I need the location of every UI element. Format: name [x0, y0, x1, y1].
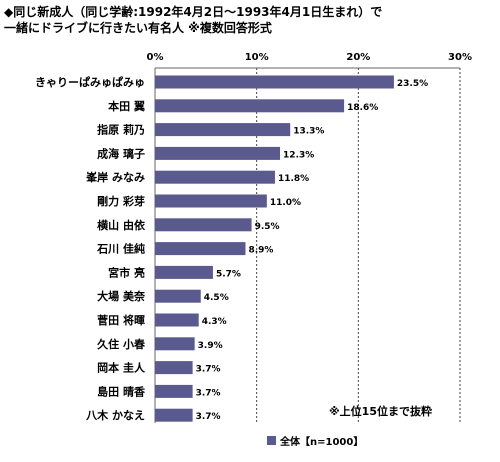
chart-title: ◆同じ新成人（同じ学齢:1992年4月2日～1993年4月1日生まれ）で 一緒に… [4, 5, 383, 35]
bar [155, 408, 193, 422]
data-label: 8.9% [248, 246, 273, 256]
bar [155, 123, 291, 137]
category-label: 大場 美奈 [97, 289, 146, 303]
category-label: 石川 佳純 [96, 242, 145, 256]
data-label: 3.7% [196, 365, 221, 375]
data-label: 3.9% [198, 341, 223, 351]
category-label: 島田 晴香 [97, 384, 146, 398]
x-tick-label: 20% [346, 52, 370, 63]
data-label: 4.3% [202, 317, 227, 327]
bar [155, 265, 213, 279]
data-label: 5.7% [216, 269, 241, 279]
category-label: 菅田 将暉 [97, 313, 145, 327]
bar [155, 75, 394, 89]
category-label: 八木 かなえ [85, 408, 145, 422]
category-label: きゃりーぱみゅぱみゅ [35, 75, 145, 89]
data-label: 11.0% [270, 198, 301, 208]
bar [155, 99, 345, 113]
data-label: 3.7% [196, 388, 221, 398]
category-label: 岡本 圭人 [97, 361, 146, 375]
bar [155, 313, 199, 327]
bar [155, 361, 193, 375]
bar [155, 337, 195, 351]
category-label: 成海 璃子 [97, 146, 145, 160]
category-label: 横山 由依 [97, 218, 146, 232]
data-label: 4.5% [204, 293, 229, 303]
legend-label: 全体【n=1000】 [279, 435, 363, 448]
category-label: 指原 莉乃 [97, 123, 145, 137]
category-label: 久住 小春 [97, 337, 146, 351]
data-label: 3.7% [196, 412, 221, 422]
data-label: 18.6% [347, 103, 378, 113]
x-tick-label: 10% [245, 52, 269, 63]
bar [155, 146, 281, 160]
category-label: 剛力 彩芽 [97, 194, 145, 208]
data-label: 13.3% [293, 127, 324, 137]
x-tick-label: 0% [147, 52, 164, 63]
data-label: 23.5% [397, 79, 428, 89]
bar [155, 170, 275, 184]
legend-swatch [267, 436, 276, 445]
category-label: 峯岸 みなみ [85, 170, 145, 184]
bar [155, 242, 246, 256]
category-label: 宮市 亮 [108, 265, 145, 279]
data-label: 12.3% [283, 150, 314, 160]
bar [155, 218, 252, 232]
bar [155, 289, 201, 303]
category-label: 本田 翼 [108, 99, 145, 113]
bar [155, 384, 193, 398]
bar [155, 194, 267, 208]
x-tick-label: 30% [448, 52, 472, 63]
data-label: 11.8% [278, 174, 309, 184]
data-label: 9.5% [255, 222, 280, 232]
annotation-note: ※上位15位まで抜粋 [329, 404, 432, 418]
